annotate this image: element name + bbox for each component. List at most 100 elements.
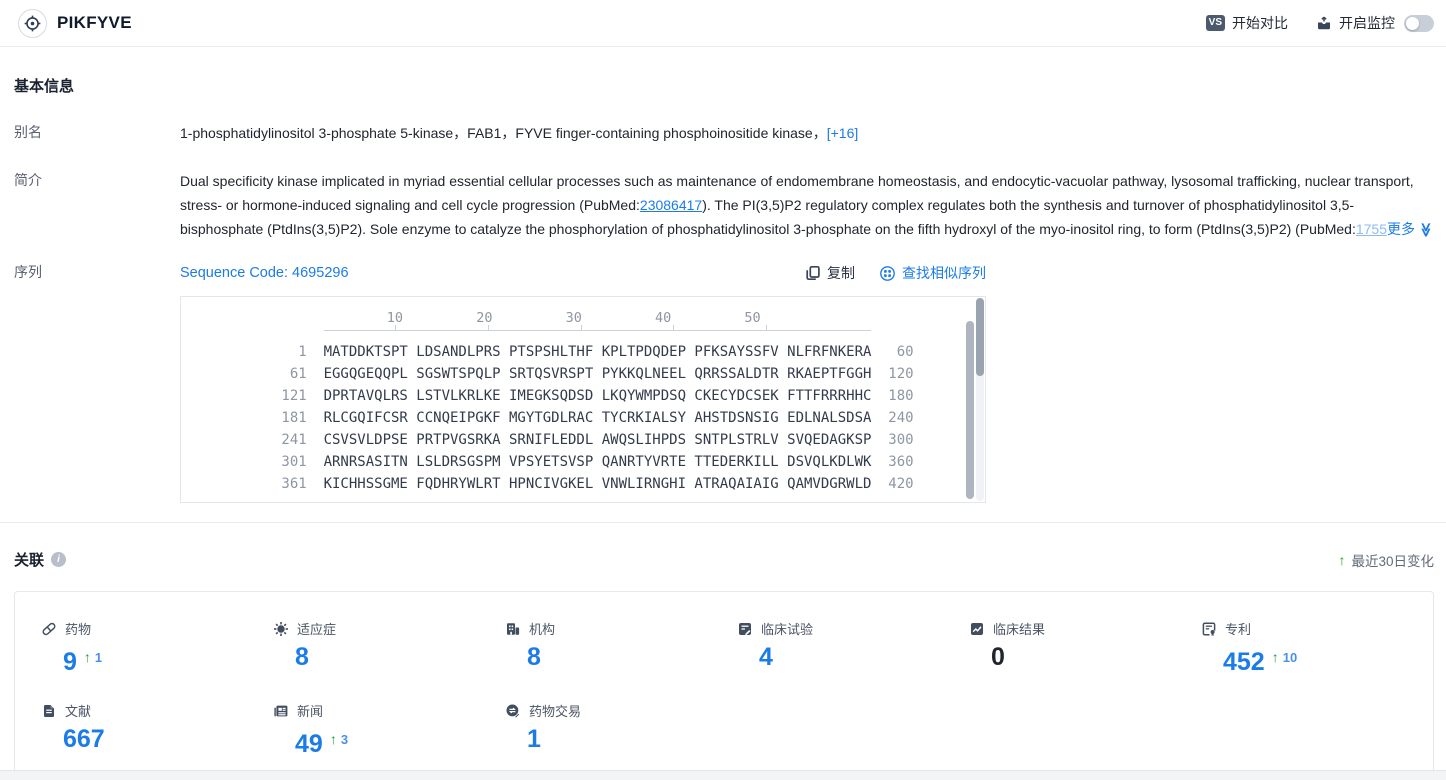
info-icon[interactable]: i — [51, 552, 67, 567]
stat-value: 49 — [295, 730, 323, 758]
sequence-line: 241 CSVSVLDPSE PRTPVGSRKA SRNIFLEDDL AWQS… — [273, 429, 985, 451]
line-end-number: 120 — [888, 366, 914, 382]
alias-text: 1-phosphatidylinositol 3-phosphate 5-kin… — [180, 125, 827, 141]
sequence-ruler: 10 20 30 40 50 — [273, 310, 761, 326]
recent-change-label: 最近30日变化 — [1351, 553, 1434, 569]
sequence-code-link[interactable]: Sequence Code: 4695296 — [180, 265, 349, 281]
line-end-number: 180 — [888, 388, 914, 404]
find-similar-sequence-button[interactable]: 查找相似序列 — [879, 261, 986, 285]
stat-change: 1 — [94, 650, 103, 665]
similar-sequence-icon — [879, 265, 896, 282]
residues: DPRTAVQLRS LSTVLKRLKE IMEGKSQDSD LKQYWMP… — [323, 388, 872, 404]
line-start-number: 61 — [273, 366, 307, 382]
alias-label: 别名 — [14, 124, 42, 140]
chevron-double-down-icon: ≫ — [1418, 222, 1435, 238]
stat-value: 8 — [527, 643, 541, 671]
alias-expand-link[interactable]: [+16] — [826, 125, 859, 141]
stat-news[interactable]: 新闻 49 ↑ 3 — [273, 701, 505, 758]
stat-label: 临床试验 — [761, 622, 814, 637]
stat-patents[interactable]: 专利 452 ↑ 10 — [1201, 619, 1433, 676]
line-end-number: 360 — [888, 454, 914, 470]
toggle-knob — [1406, 16, 1419, 30]
stat-indications[interactable]: 适应症 8 — [273, 619, 505, 676]
stat-value: 452 — [1223, 648, 1265, 676]
alias-row: 别名 1-phosphatidylinositol 3-phosphate 5-… — [14, 121, 1434, 145]
sequence-outer-scrollbar-thumb[interactable] — [976, 298, 984, 376]
patent-icon — [1201, 621, 1217, 637]
sequence-line: 121 DPRTAVQLRS LSTVLKRLKE IMEGKSQDSD LKQY… — [273, 385, 985, 407]
sequence-viewer[interactable]: 10 20 30 40 50 1 MATDDKTSPT LDSANDLPRS PT… — [180, 296, 986, 503]
sequence-value: Sequence Code: 4695296 复制 — [180, 261, 1434, 503]
stat-value: 0 — [991, 643, 1005, 671]
monitor-label: 开启监控 — [1339, 15, 1395, 31]
stat-drugs[interactable]: 药物 9 ↑ 1 — [41, 619, 273, 676]
line-start-number: 241 — [273, 432, 307, 448]
compare-label: 开始对比 — [1232, 15, 1288, 31]
stat-label: 适应症 — [297, 622, 337, 637]
intro-text-1: Dual specificity kinase implicated in my… — [180, 173, 1414, 213]
copy-label: 复制 — [827, 265, 855, 281]
top-bar: PIKFYVE VS 开始对比 开启监控 — [0, 0, 1446, 47]
pubmed-link-2[interactable]: 1755 — [1355, 221, 1388, 237]
stat-value: 9 — [63, 648, 77, 676]
up-arrow-icon: ↑ — [1271, 649, 1279, 665]
sequence-header: Sequence Code: 4695296 复制 — [180, 261, 986, 285]
basic-info-title: 基本信息 — [14, 78, 75, 95]
more-label: 更多 — [1387, 221, 1416, 237]
residues: EGGQGEQQPL SGSWTSPQLP SRTQSVRSPT PYKKQLN… — [323, 366, 872, 382]
stat-literature[interactable]: 文献 667 — [41, 701, 273, 758]
sequence-lines: 1 MATDDKTSPT LDSANDLPRS PTSPSHLTHF KPLTPD… — [273, 341, 985, 495]
stat-clinical-trials[interactable]: 临床试验 4 — [737, 619, 969, 676]
associations-header: 关联 i ↑ 最近30日变化 — [14, 523, 1434, 591]
stat-change: 3 — [340, 732, 349, 747]
sequence-label: 序列 — [14, 264, 42, 280]
monitor-icon — [1316, 15, 1332, 31]
target-icon — [24, 15, 41, 31]
top-bar-actions: VS 开始对比 开启监控 — [1205, 13, 1434, 33]
stat-clinical-results[interactable]: 临床结果 0 — [969, 619, 1201, 676]
intro-label: 简介 — [14, 172, 42, 188]
sequence-row: 序列 Sequence Code: 4695296 — [14, 261, 1434, 503]
sequence-scrollbar-track[interactable] — [976, 298, 984, 501]
sequence-scrollbar-thumb[interactable] — [966, 321, 974, 499]
intro-more-link[interactable]: 更多 ≫ — [1387, 221, 1434, 237]
stat-label: 新闻 — [297, 704, 324, 719]
sequence-line: 301 ARNRSASITN LSLDRSGSPM VPSYETSVSP QANR… — [273, 451, 985, 473]
line-end-number: 60 — [888, 344, 914, 360]
alias-value: 1-phosphatidylinositol 3-phosphate 5-kin… — [180, 121, 1434, 145]
residues: RLCGQIFCSR CCNQEIPGKF MGYTGDLRAC TYCRKIA… — [323, 410, 872, 426]
sequence-ruler-line — [323, 325, 872, 331]
sequence-line: 61 EGGQGEQQPL SGSWTSPQLP SRTQSVRSPT PYKKQ… — [273, 363, 985, 385]
stat-organizations[interactable]: 机构 8 — [505, 619, 737, 676]
start-compare-button[interactable]: VS 开始对比 — [1205, 13, 1288, 33]
line-start-number: 121 — [273, 388, 307, 404]
line-start-number: 1 — [273, 344, 307, 360]
stat-label: 机构 — [529, 622, 556, 637]
stat-value: 667 — [63, 725, 105, 753]
up-arrow-icon: ↑ — [1338, 551, 1346, 568]
copy-icon — [805, 265, 821, 281]
virus-icon — [273, 621, 289, 637]
stat-label: 文献 — [65, 704, 92, 719]
pubmed-link-1[interactable]: 23086417 — [639, 197, 703, 213]
stat-drug-deals[interactable]: 药物交易 1 — [505, 701, 737, 758]
stat-value: 4 — [759, 643, 773, 671]
vs-icon: VS — [1205, 15, 1225, 31]
residues: KICHHSSGME FQDHRYWLRT HPNCIVGKEL VNWLIRN… — [323, 476, 872, 492]
associations-section: 关联 i ↑ 最近30日变化 药物 9 ↑ 1 — [0, 523, 1446, 770]
basic-info-section: 基本信息 别名 1-phosphatidylinositol 3-phospha… — [0, 47, 1446, 503]
sequence-line: 1 MATDDKTSPT LDSANDLPRS PTSPSHLTHF KPLTPD… — [273, 341, 985, 363]
stat-label: 临床结果 — [993, 622, 1046, 637]
line-end-number: 300 — [888, 432, 914, 448]
associations-title: 关联 — [14, 552, 45, 569]
monitor-toggle[interactable] — [1404, 14, 1434, 32]
residues: CSVSVLDPSE PRTPVGSRKA SRNIFLEDDL AWQSLIH… — [323, 432, 872, 448]
intro-row: 简介 Dual specificity kinase implicated in… — [14, 169, 1434, 241]
copy-button[interactable]: 复制 — [805, 261, 855, 285]
stat-value: 1 — [527, 725, 541, 753]
stat-value: 8 — [295, 643, 309, 671]
target-logo — [18, 8, 47, 38]
residues: MATDDKTSPT LDSANDLPRS PTSPSHLTHF KPLTPDQ… — [323, 344, 872, 360]
line-end-number: 420 — [888, 476, 914, 492]
